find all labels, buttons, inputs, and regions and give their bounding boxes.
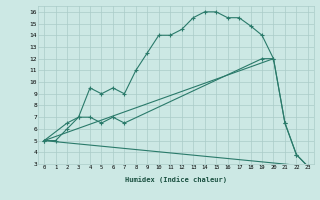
X-axis label: Humidex (Indice chaleur): Humidex (Indice chaleur) xyxy=(125,176,227,183)
